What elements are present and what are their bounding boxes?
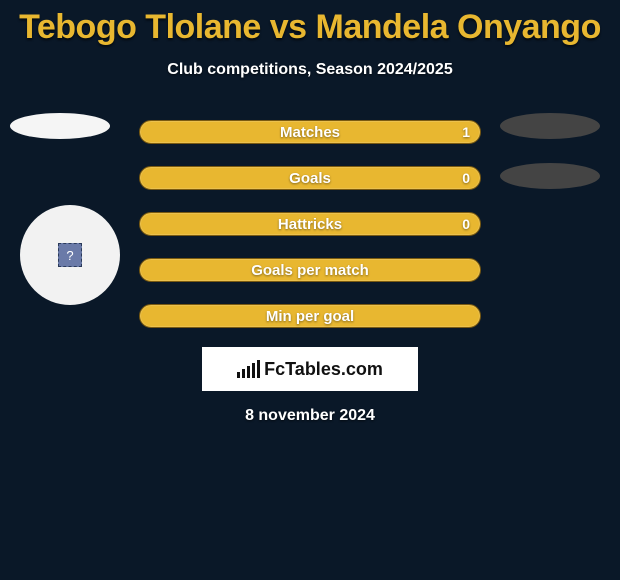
brand-bars-icon <box>237 360 260 378</box>
stat-label: Min per goal <box>140 308 480 325</box>
stat-pill-goals: Goals 0 <box>139 166 481 190</box>
stat-row: Matches 1 <box>0 109 620 155</box>
stat-value-right: 1 <box>462 124 470 140</box>
footer-date: 8 november 2024 <box>0 407 620 425</box>
stat-value-right: 0 <box>462 170 470 186</box>
stat-pill-goals-per-match: Goals per match <box>139 258 481 282</box>
stat-row: Min per goal <box>0 293 620 339</box>
player-left-disc <box>10 113 110 139</box>
stats-container: Matches 1 ? Goals 0 Hattricks 0 Goals pe… <box>0 109 620 339</box>
stat-pill-matches: Matches 1 <box>139 120 481 144</box>
stat-pill-hattricks: Hattricks 0 <box>139 212 481 236</box>
stat-label: Goals <box>140 170 480 187</box>
stat-row: Goals per match <box>0 247 620 293</box>
stat-row: Hattricks 0 <box>0 201 620 247</box>
stat-pill-min-per-goal: Min per goal <box>139 304 481 328</box>
stat-label: Matches <box>140 124 480 141</box>
player-right-disc <box>500 113 600 139</box>
player-right-disc <box>500 163 600 189</box>
stat-label: Hattricks <box>140 216 480 233</box>
stat-row: ? Goals 0 <box>0 155 620 201</box>
page-title: Tebogo Tlolane vs Mandela Onyango <box>0 0 620 47</box>
stat-label: Goals per match <box>140 262 480 279</box>
brand-text: FcTables.com <box>264 359 383 380</box>
brand-box: FcTables.com <box>202 347 418 391</box>
stat-value-right: 0 <box>462 216 470 232</box>
page-subtitle: Club competitions, Season 2024/2025 <box>0 61 620 79</box>
